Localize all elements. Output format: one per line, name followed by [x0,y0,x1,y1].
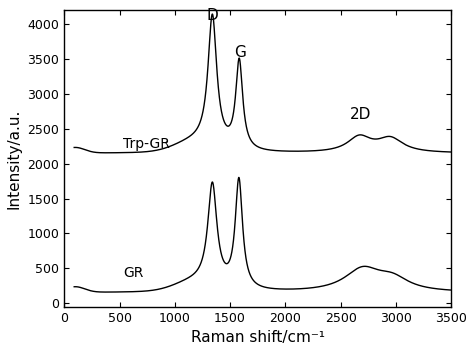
Y-axis label: Intensity/a.u.: Intensity/a.u. [7,108,22,209]
Text: GR: GR [123,266,143,280]
Text: Trp-GR: Trp-GR [123,137,170,151]
Text: G: G [235,45,246,60]
Text: D: D [207,8,218,23]
X-axis label: Raman shift/cm⁻¹: Raman shift/cm⁻¹ [191,330,325,345]
Text: 2D: 2D [350,107,371,122]
